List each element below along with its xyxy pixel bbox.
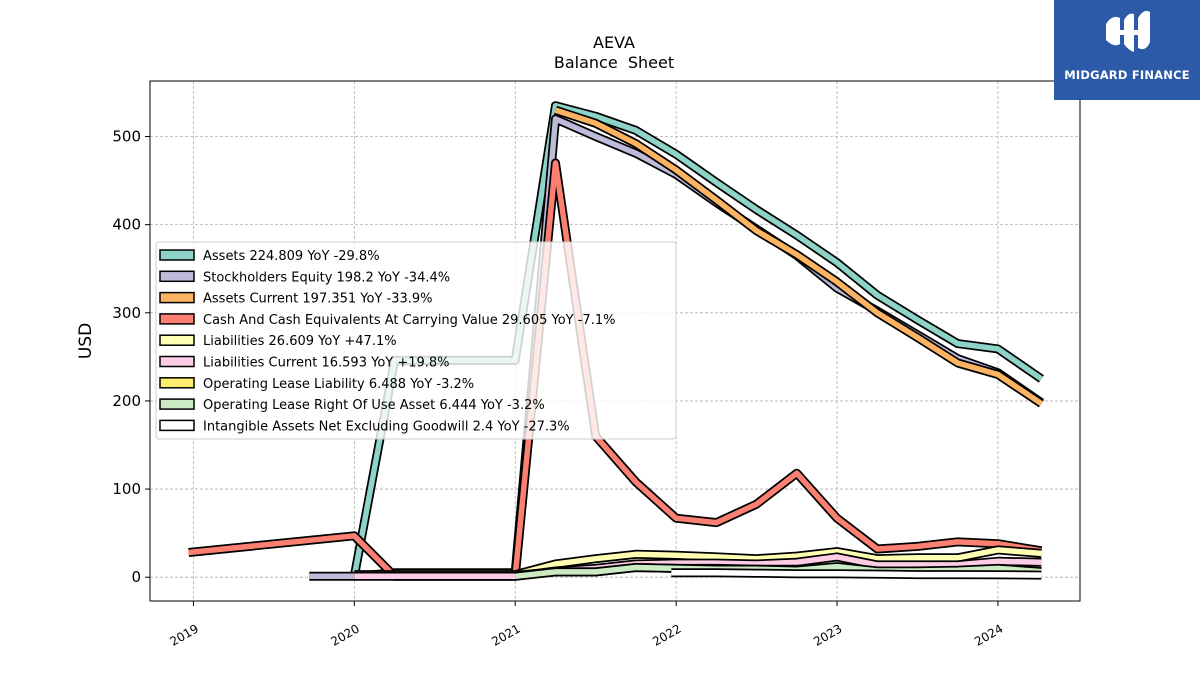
legend-swatch — [159, 398, 195, 410]
y-tick-label: 500 — [112, 128, 141, 146]
legend-label: Operating Lease Liability 6.488 YoY -3.2… — [203, 377, 474, 392]
chart-title: AEVA — [593, 33, 635, 52]
legend-label: Stockholders Equity 198.2 YoY -34.4% — [203, 270, 450, 285]
legend-swatch — [159, 419, 195, 432]
legend-label: Cash And Cash Equivalents At Carrying Va… — [203, 313, 615, 328]
legend-label: Liabilities 26.609 YoY +47.1% — [203, 334, 397, 349]
x-axis: 2019 2020 2021 2022 2023 2024 — [167, 601, 1005, 649]
brand-logo: MIDGARD FINANCE — [1054, 0, 1200, 100]
chart-subtitle: Balance Sheet — [554, 53, 674, 72]
x-tick-label: 2024 — [972, 621, 1005, 648]
logo-text: MIDGARD FINANCE — [1064, 68, 1190, 82]
series-lines — [188, 101, 1044, 581]
x-tick-label: 2023 — [811, 621, 844, 648]
y-tick-label: 0 — [131, 568, 141, 586]
x-tick-label: 2020 — [328, 621, 361, 648]
logo-mark-icon — [1106, 10, 1150, 53]
series-line-intangible-assets-net-excluding-goodwill — [671, 570, 1042, 578]
plot-frame — [149, 80, 1081, 602]
series-line-liabilities — [354, 547, 1042, 578]
legend-label: Assets Current 197.351 YoY -33.9% — [203, 292, 433, 307]
y-tick-label: 300 — [112, 304, 141, 322]
y-tick-label: 400 — [112, 216, 141, 234]
legend-label: Intangible Assets Net Excluding Goodwill… — [203, 419, 570, 434]
legend-swatch — [159, 249, 195, 261]
series-line-assets — [351, 102, 1043, 577]
x-tick-label: 2022 — [650, 621, 683, 648]
x-tick-label: 2021 — [489, 621, 522, 648]
y-tick-label: 100 — [112, 480, 141, 498]
legend-swatch — [159, 270, 195, 283]
y-tick-label: 200 — [112, 392, 141, 410]
legend: Assets 224.809 YoY -29.8% Stockholders Eq… — [155, 241, 677, 440]
legend-box — [155, 241, 677, 440]
x-tick-label: 2019 — [167, 621, 200, 648]
legend-swatch — [159, 313, 195, 325]
legend-label: Liabilities Current 16.593 YoY +19.8% — [203, 356, 450, 371]
legend-label: Operating Lease Right Of Use Asset 6.444… — [203, 398, 545, 413]
y-axis: 0 100 200 300 400 500 — [112, 128, 150, 586]
series-line-assets-current — [554, 107, 1043, 406]
y-axis-label: USD — [76, 323, 96, 359]
legend-label: Assets 224.809 YoY -29.8% — [203, 249, 380, 264]
legend-swatch — [159, 355, 195, 368]
legend-swatch — [159, 291, 195, 304]
legend-swatch — [159, 377, 195, 389]
legend-swatch — [159, 334, 195, 346]
